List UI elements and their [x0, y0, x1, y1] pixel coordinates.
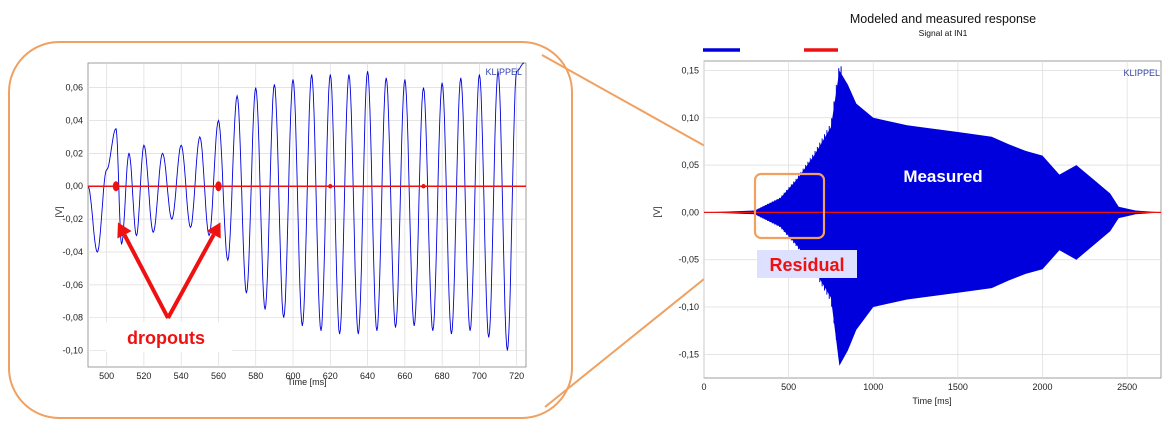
series-measured — [87, 62, 525, 351]
y-tick-label: -0,04 — [62, 247, 83, 257]
y-tick-label: 0,00 — [681, 207, 699, 217]
overview-chart: Modeled and measured response Signal at … — [652, 12, 1162, 406]
dropout-arrow-shaft — [166, 233, 216, 319]
overview-brand: KLIPPEL — [1123, 68, 1160, 78]
y-tick-label: 0,02 — [65, 148, 83, 158]
y-tick-label: -0,10 — [62, 346, 83, 356]
overview-x-tick-labels: 0 500 1000 1500 2000 2500 — [701, 382, 1137, 392]
residual-spike — [328, 184, 333, 189]
overview-y-tick-labels: 0,15 0,10 0,05 0,00 -0,05 -0,10 -0,15 — [678, 65, 699, 359]
x-tick-label: 520 — [136, 371, 151, 381]
x-tick-label: 560 — [211, 371, 226, 381]
x-tick-label: 660 — [397, 371, 412, 381]
y-tick-label: -0,15 — [678, 349, 699, 359]
series-measured-envelope — [704, 70, 1161, 366]
residual-spike — [421, 184, 426, 189]
x-tick-label: 680 — [435, 371, 450, 381]
dropouts-label-bg — [106, 322, 232, 352]
chart-title: Modeled and measured response — [850, 12, 1036, 26]
y-tick-label: 0,06 — [65, 83, 83, 93]
y-tick-label: 0,10 — [681, 113, 699, 123]
x-tick-label: 2500 — [1117, 382, 1137, 392]
x-tick-label: 620 — [323, 371, 338, 381]
chart-subtitle: Signal at IN1 — [919, 28, 968, 38]
dropout-arrows — [117, 222, 221, 319]
x-tick-label: 500 — [99, 371, 114, 381]
zoomed-brand: KLIPPEL — [485, 67, 522, 77]
overview-y-axis-label: [V] — [652, 206, 662, 217]
x-tick-label: 0 — [701, 382, 706, 392]
y-tick-label: -0,06 — [62, 280, 83, 290]
x-tick-label: 2000 — [1033, 382, 1053, 392]
x-tick-label: 1500 — [948, 382, 968, 392]
y-tick-label: -0,05 — [678, 255, 699, 265]
residual-dropout-burst — [112, 181, 120, 192]
residual-label: Residual — [769, 255, 844, 275]
x-tick-label: 600 — [286, 371, 301, 381]
dropout-arrow-shaft — [122, 233, 170, 319]
zoom-callout-frame — [8, 41, 573, 419]
dropout-arrow-head — [206, 222, 221, 239]
residual-label-bg — [757, 250, 857, 278]
zoomed-series — [87, 62, 526, 351]
y-tick-label: -0,02 — [62, 214, 83, 224]
x-tick-label: 580 — [248, 371, 263, 381]
residual-dropout-burst — [215, 181, 222, 192]
zoomed-x-tick-labels: 500 520 540 560 580 600 620 640 660 680 700 720 — [99, 371, 524, 381]
y-tick-label: 0,15 — [681, 65, 699, 75]
y-tick-label: -0,08 — [62, 313, 83, 323]
overview-x-axis-label: Time [ms] — [912, 396, 951, 406]
zoomed-chart: 0,06 0,04 0,02 0,00 -0,02 -0,04 -0,06 -0,08 -0,1… — [54, 62, 527, 387]
y-tick-label: 0,04 — [65, 116, 83, 126]
x-tick-label: 720 — [509, 371, 524, 381]
x-tick-label: 500 — [781, 382, 796, 392]
zoomed-y-tick-labels: 0,06 0,04 0,02 0,00 -0,02 -0,04 -0,06 -0,08 -0,1… — [62, 83, 83, 356]
x-tick-label: 540 — [174, 371, 189, 381]
x-tick-label: 1000 — [863, 382, 883, 392]
dropouts-label: dropouts — [127, 328, 205, 348]
x-tick-label: 640 — [360, 371, 375, 381]
y-tick-label: 0,00 — [65, 181, 83, 191]
dropout-arrow-head — [117, 222, 132, 239]
zoomed-y-axis-label: [V] — [54, 206, 64, 217]
y-tick-label: 0,05 — [681, 160, 699, 170]
y-tick-label: -0,10 — [678, 302, 699, 312]
x-tick-label: 700 — [472, 371, 487, 381]
zoom-region-box — [753, 172, 826, 240]
measured-label: Measured — [903, 167, 982, 186]
zoomed-x-axis-label: Time [ms] — [287, 377, 326, 387]
